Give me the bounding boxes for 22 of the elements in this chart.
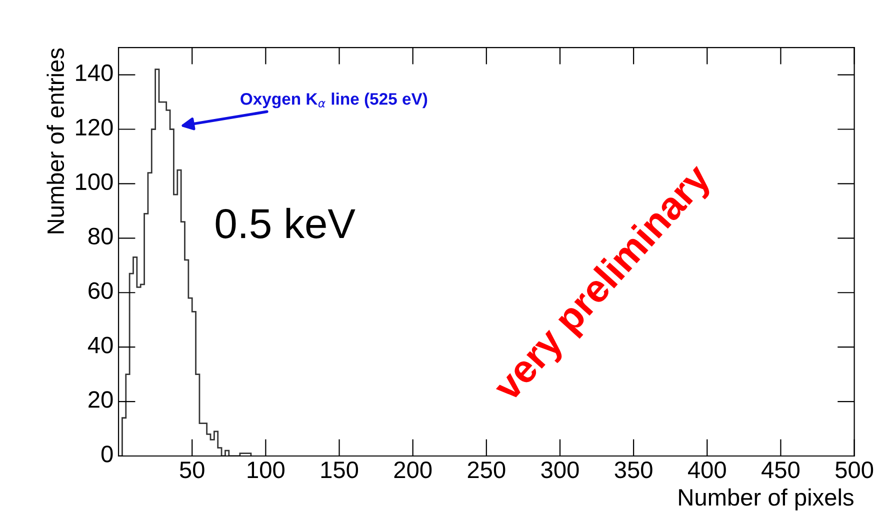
x-tick-label: 400 <box>688 461 726 478</box>
y-tick-label: 140 <box>76 64 113 82</box>
x-tick-label: 500 <box>836 461 874 478</box>
x-tick-label: 200 <box>394 461 432 478</box>
y-tick-label: 100 <box>76 173 113 190</box>
y-tick-label: 60 <box>88 282 113 299</box>
y-tick-label: 40 <box>88 336 113 354</box>
y-tick-label: 20 <box>88 391 113 408</box>
x-axis-title: Number of pixels <box>679 488 854 510</box>
x-tick-label: 100 <box>248 461 284 478</box>
x-tick-label: 350 <box>614 461 652 478</box>
x-tick-label: 250 <box>468 461 506 478</box>
x-tick-label: 450 <box>762 461 800 478</box>
annotation: Oxygen K$_{α}$ line (525 eV) <box>240 92 428 108</box>
x-tick-label: 300 <box>541 461 579 478</box>
y-axis-title: Number of entries <box>46 48 64 234</box>
annotation: 0.5 keV <box>216 208 356 238</box>
x-tick-label: 50 <box>180 461 204 478</box>
y-tick-label: 0 <box>101 446 113 462</box>
y-tick-label: 120 <box>76 118 113 136</box>
x-tick-label: 150 <box>321 461 358 478</box>
y-tick-label: 80 <box>88 228 113 245</box>
